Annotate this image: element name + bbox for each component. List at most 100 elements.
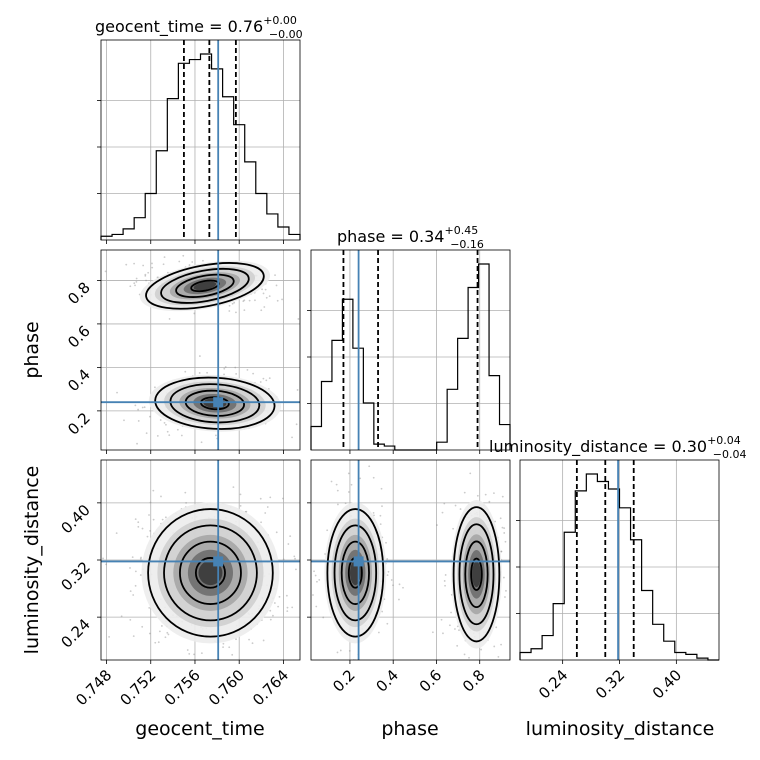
scatter-point xyxy=(379,514,382,517)
scatter-point xyxy=(285,594,288,597)
scatter-point xyxy=(263,306,266,308)
scatter-point xyxy=(137,521,140,524)
scatter-point xyxy=(297,318,300,320)
scatter-point xyxy=(454,504,457,507)
scatter-point xyxy=(291,436,293,439)
scatter-point xyxy=(281,298,283,301)
scatter-point xyxy=(251,642,254,645)
scatter-point xyxy=(379,523,382,526)
histogram-panel-luminosity-distance xyxy=(516,459,720,664)
scatter-point xyxy=(268,377,271,380)
scatter-point xyxy=(149,415,151,418)
scatter-point xyxy=(167,633,170,636)
scatter-point xyxy=(246,368,249,371)
scatter-point xyxy=(232,486,235,489)
scatter-point xyxy=(148,514,150,516)
scatter-point xyxy=(141,527,144,530)
scatter-point xyxy=(501,495,504,498)
scatter-point xyxy=(260,521,262,524)
scatter-point xyxy=(505,589,507,592)
scatter-point xyxy=(222,642,225,645)
scatter-point xyxy=(463,653,466,656)
contour-line xyxy=(147,508,274,638)
scatter-point xyxy=(223,367,226,370)
scatter-point xyxy=(248,299,251,302)
scatter-point xyxy=(330,480,333,483)
title-phase: phase = 0.34+0.45 −0.16 xyxy=(337,224,484,251)
scatter-point xyxy=(504,540,507,543)
scatter-point xyxy=(261,288,263,291)
density-level xyxy=(198,560,223,586)
scatter-point xyxy=(500,550,503,553)
scatter-point xyxy=(386,558,389,560)
scatter-point xyxy=(484,493,487,496)
scatter-point xyxy=(322,616,325,619)
scatter-point xyxy=(198,372,201,374)
contour-line xyxy=(154,376,276,430)
scatter-point xyxy=(154,641,157,644)
scatter-point xyxy=(123,419,125,422)
scatter-point xyxy=(294,557,296,560)
scatter-point xyxy=(151,266,154,269)
scatter-point xyxy=(142,264,145,267)
scatter-point xyxy=(252,372,255,375)
scatter-point xyxy=(259,497,262,500)
scatter-point xyxy=(468,656,470,659)
scatter-point xyxy=(266,506,269,508)
scatter-point xyxy=(336,489,339,492)
scatter-point xyxy=(137,525,140,528)
scatter-point xyxy=(245,510,248,513)
scatter-point xyxy=(228,310,231,312)
scatter-point xyxy=(347,472,350,475)
scatter-point xyxy=(168,434,171,437)
histogram-panel-geocent-time xyxy=(97,39,301,244)
scatter-point xyxy=(289,535,292,538)
scatter-point xyxy=(104,270,107,273)
scatter-point xyxy=(129,567,131,569)
scatter-point xyxy=(402,586,404,589)
contour-line xyxy=(452,506,501,643)
contour-line xyxy=(458,523,495,626)
scatter-point xyxy=(444,584,446,587)
contour-line xyxy=(163,524,258,622)
scatter-point xyxy=(134,584,137,587)
scatter-point xyxy=(131,556,134,559)
panel-frame xyxy=(310,249,511,451)
scatter-point xyxy=(336,651,339,654)
scatter-point xyxy=(480,648,483,651)
scatter-point xyxy=(135,280,138,283)
title-geocent-time-upper: +0.00 xyxy=(263,14,297,27)
scatter-point xyxy=(162,263,165,266)
scatter-point xyxy=(450,611,452,614)
scatter-point xyxy=(159,419,162,421)
density-layer xyxy=(312,465,507,660)
scatter-point xyxy=(132,594,135,596)
scatter-point xyxy=(269,618,272,621)
scatter-point xyxy=(185,502,188,504)
scatter-point xyxy=(180,434,183,437)
scatter-point xyxy=(222,646,224,649)
scatter-point xyxy=(105,563,108,566)
scatter-point xyxy=(273,602,276,604)
scatter-point xyxy=(293,555,296,558)
scatter-point xyxy=(231,302,234,305)
title-geocent-time-median: 0.76 xyxy=(228,17,264,36)
panel-frame xyxy=(100,459,301,661)
scatter-point xyxy=(287,543,290,545)
scatter-point xyxy=(286,610,289,612)
scatter-point xyxy=(215,434,217,437)
scatter-point xyxy=(476,494,479,497)
scatter-point xyxy=(318,578,321,581)
scatter-point xyxy=(223,373,225,376)
scatter-point xyxy=(152,489,155,492)
scatter-point xyxy=(431,631,434,634)
scatter-point xyxy=(282,558,285,561)
scatter-point xyxy=(275,284,278,287)
scatter-point xyxy=(133,262,135,265)
scatter-point xyxy=(443,580,446,582)
scatter-point xyxy=(274,274,276,277)
histogram-step-line xyxy=(100,53,301,240)
scatter-point xyxy=(380,487,383,490)
scatter-point xyxy=(359,477,362,480)
scatter-point xyxy=(165,423,167,426)
